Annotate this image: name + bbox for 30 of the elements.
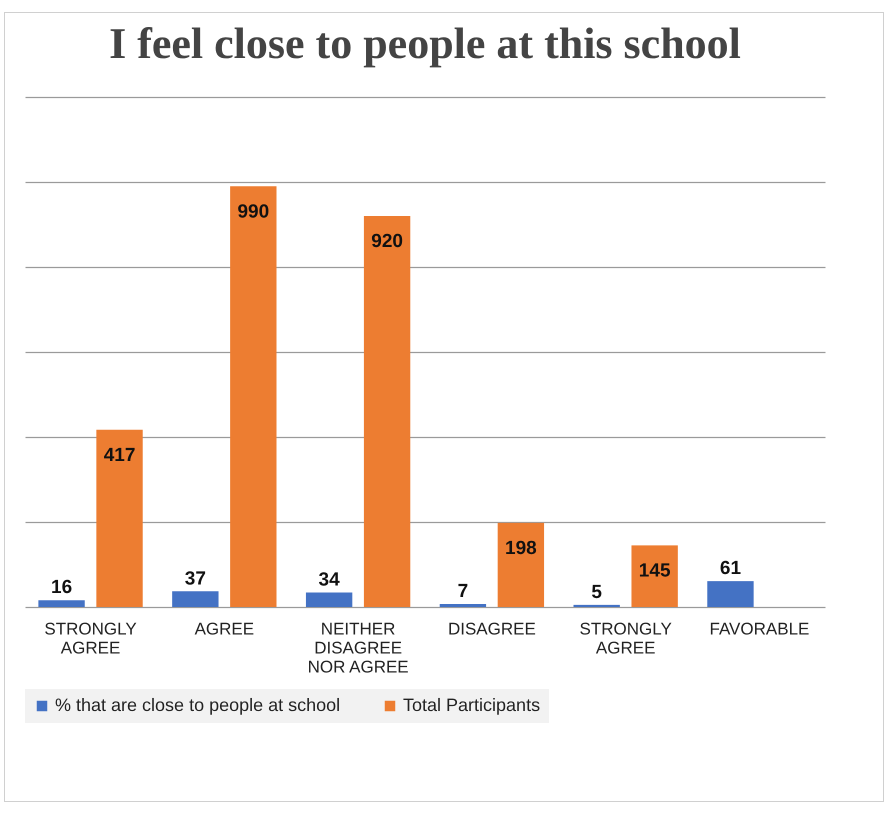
- bar: [498, 522, 544, 607]
- bar: [707, 581, 754, 607]
- bar: [172, 591, 219, 607]
- x-tick-label: STRONGLY AGREE: [44, 620, 137, 658]
- bar: [306, 592, 352, 607]
- x-tick-label: FAVORABLE: [710, 620, 810, 638]
- x-tick-label: AGREE: [194, 620, 254, 638]
- legend-label: Total Participants: [403, 695, 540, 715]
- data-label: 16: [50, 577, 72, 598]
- bar: [96, 430, 143, 607]
- data-label: 198: [505, 538, 537, 559]
- data-label: 61: [720, 558, 742, 580]
- bar: [230, 186, 277, 607]
- data-label: 145: [638, 560, 671, 582]
- data-label: 34: [318, 570, 340, 591]
- x-tick-label: NEITHER DISAGREE NOR AGREE: [308, 620, 409, 676]
- bar: [364, 216, 410, 607]
- data-label: 5: [591, 582, 602, 603]
- bar: [38, 600, 85, 607]
- data-label: 990: [237, 201, 270, 222]
- data-label: 37: [184, 568, 206, 590]
- x-tick-label: DISAGREE: [448, 620, 536, 638]
- data-label: 920: [371, 231, 403, 252]
- data-label: 417: [104, 444, 136, 466]
- data-label: 7: [458, 581, 468, 602]
- bar: [440, 604, 486, 607]
- chart-title: I feel close to people at this school: [109, 19, 741, 68]
- legend-label: % that are close to people at school: [55, 695, 340, 715]
- bar: [631, 545, 678, 607]
- x-tick-label: STRONGLY AGREE: [580, 620, 672, 658]
